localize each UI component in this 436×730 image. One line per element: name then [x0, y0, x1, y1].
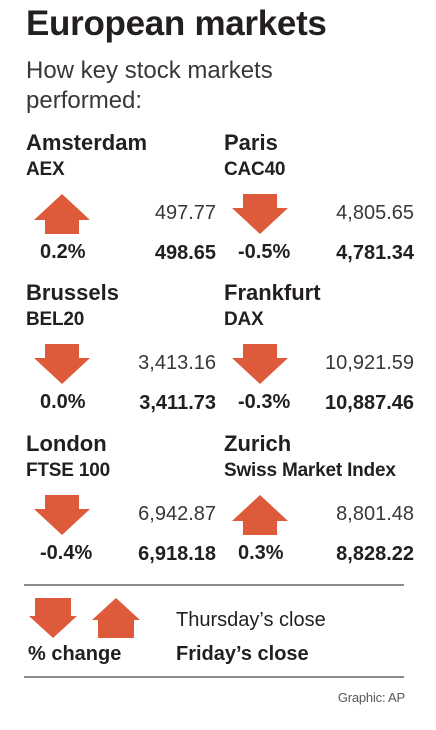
market-percent-change: 0.3%: [238, 542, 284, 564]
market-index-name: AEX: [26, 159, 65, 180]
divider-bottom: [24, 676, 404, 678]
market-thursday-close: 10,921.59: [325, 352, 414, 374]
market-cell-zurich: Zurich Swiss Market Index 8,801.48 0.3% 8,82…: [224, 431, 414, 581]
page-title: European markets: [26, 4, 327, 43]
market-city: Frankfurt: [224, 280, 321, 305]
market-index-name: CAC40: [224, 159, 286, 180]
market-thursday-close: 3,413.16: [138, 352, 216, 374]
credit-text: Graphic: AP: [337, 690, 405, 705]
down-arrow-icon: [34, 495, 90, 535]
market-friday-close: 3,411.73: [139, 392, 216, 414]
divider-top: [24, 584, 404, 586]
up-arrow-icon: [92, 598, 140, 638]
market-city: Brussels: [26, 280, 119, 305]
market-friday-close: 4,781.34: [336, 242, 414, 264]
market-index-name: FTSE 100: [26, 460, 110, 481]
market-percent-change: -0.3%: [238, 391, 291, 413]
market-city: London: [26, 431, 107, 456]
page-subtitle: How key stock markets performed:: [26, 57, 273, 114]
down-arrow-icon: [29, 598, 77, 638]
market-friday-close: 10,887.46: [325, 392, 414, 414]
market-friday-close: 6,918.18: [138, 543, 216, 565]
market-thursday-close: 4,805.65: [336, 202, 414, 224]
market-friday-close: 498.65: [154, 242, 216, 264]
market-index-name: BEL20: [26, 309, 85, 330]
legend-thursday-label: Thursday’s close: [176, 609, 326, 631]
down-arrow-icon: [232, 194, 288, 234]
market-percent-change: 0.0%: [40, 391, 86, 413]
market-city: Amsterdam: [26, 130, 148, 155]
up-arrow-icon: [232, 495, 288, 535]
market-index-name: DAX: [224, 309, 264, 330]
market-percent-change: -0.4%: [40, 542, 93, 564]
up-arrow-icon: [34, 194, 90, 234]
market-percent-change: -0.5%: [238, 241, 291, 263]
market-percent-change: 0.2%: [40, 241, 86, 263]
market-city: Zurich: [224, 431, 292, 456]
market-friday-close: 8,828.22: [336, 543, 414, 565]
market-index-name: Swiss Market Index: [224, 460, 396, 481]
market-thursday-close: 6,942.87: [138, 503, 216, 525]
market-city: Paris: [224, 130, 278, 155]
legend-change-label: % change: [28, 643, 122, 665]
market-cell-amsterdam: Amsterdam AEX 497.77 0.2% 498.65: [26, 130, 216, 280]
legend-friday-label: Friday’s close: [176, 643, 309, 665]
down-arrow-icon: [34, 344, 90, 384]
down-arrow-icon: [232, 344, 288, 384]
market-cell-paris: Paris CAC40 4,805.65 -0.5% 4,781.34: [224, 130, 414, 280]
market-cell-brussels: Brussels BEL20 3,413.16 0.0% 3,411.73: [26, 280, 216, 430]
market-cell-london: London FTSE 100 6,942.87 -0.4% 6,918.18: [26, 431, 216, 581]
market-thursday-close: 497.77: [154, 202, 216, 224]
market-cell-frankfurt: Frankfurt DAX 10,921.59 -0.3% 10,887.46: [224, 280, 414, 430]
market-thursday-close: 8,801.48: [336, 503, 414, 525]
